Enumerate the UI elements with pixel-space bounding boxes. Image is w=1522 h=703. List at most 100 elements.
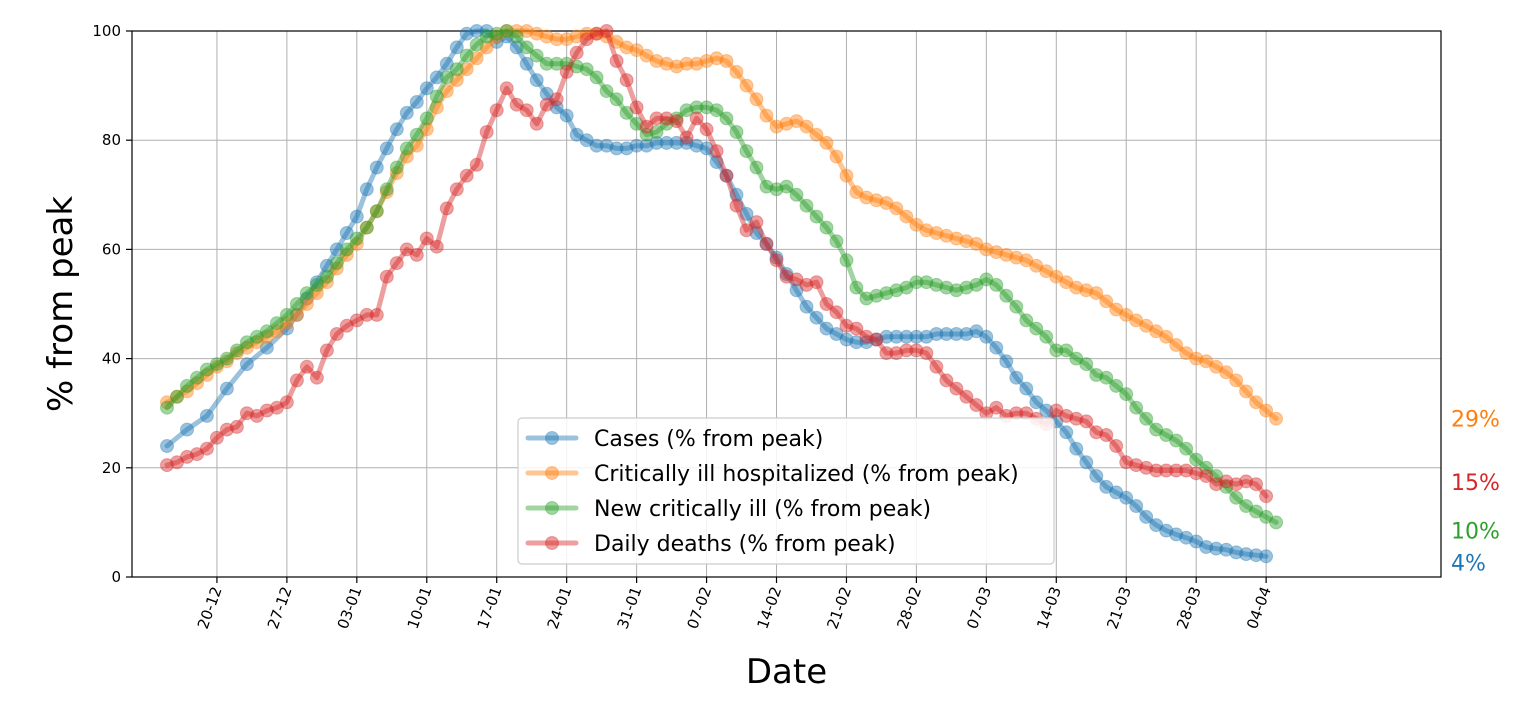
x-tick-label: 28-03 bbox=[1173, 584, 1205, 631]
data-point bbox=[1179, 346, 1194, 361]
data-point bbox=[229, 419, 244, 434]
data-point bbox=[519, 24, 534, 38]
data-point bbox=[549, 56, 564, 71]
y-axis-title: % from peak bbox=[41, 196, 81, 412]
data-point bbox=[719, 168, 734, 183]
data-point bbox=[779, 179, 794, 194]
data-point bbox=[569, 45, 584, 60]
data-point bbox=[1069, 280, 1084, 295]
data-point bbox=[999, 288, 1014, 303]
data-point bbox=[229, 346, 244, 361]
data-point bbox=[199, 441, 214, 456]
data-point bbox=[669, 135, 684, 150]
data-point bbox=[1239, 384, 1254, 399]
data-point bbox=[259, 324, 274, 339]
data-point bbox=[579, 133, 594, 148]
data-point bbox=[519, 56, 534, 71]
data-point bbox=[969, 277, 984, 292]
data-point bbox=[489, 34, 504, 49]
data-point bbox=[619, 73, 634, 88]
data-point bbox=[1109, 302, 1124, 317]
data-point bbox=[739, 144, 754, 159]
data-point bbox=[559, 108, 574, 123]
data-point bbox=[499, 81, 514, 96]
data-point bbox=[489, 103, 504, 118]
data-point bbox=[639, 138, 654, 153]
data-point bbox=[359, 220, 374, 235]
data-point bbox=[349, 231, 364, 246]
data-point bbox=[1099, 428, 1114, 442]
data-point bbox=[809, 310, 824, 325]
data-point bbox=[479, 24, 494, 38]
data-point bbox=[709, 103, 724, 118]
data-point bbox=[509, 97, 524, 112]
data-point bbox=[299, 359, 314, 374]
data-point bbox=[849, 335, 864, 350]
data-point bbox=[199, 368, 214, 382]
data-point bbox=[1019, 381, 1034, 396]
data-point bbox=[1209, 541, 1224, 556]
data-point bbox=[889, 283, 904, 298]
data-point bbox=[799, 277, 814, 292]
x-axis-title: Date bbox=[746, 652, 827, 692]
data-point bbox=[769, 182, 784, 197]
data-point bbox=[180, 449, 194, 464]
end-value-label: 4% bbox=[1451, 551, 1486, 576]
data-point bbox=[829, 149, 844, 164]
data-point bbox=[389, 166, 404, 180]
data-point bbox=[409, 127, 424, 142]
data-point bbox=[469, 51, 484, 66]
data-point bbox=[1239, 547, 1254, 562]
data-point bbox=[309, 370, 324, 385]
data-point bbox=[769, 253, 784, 268]
data-point bbox=[1149, 518, 1164, 533]
data-point bbox=[259, 329, 274, 344]
data-point bbox=[329, 261, 344, 276]
data-point bbox=[979, 329, 994, 344]
data-point bbox=[1199, 469, 1214, 483]
data-point bbox=[859, 335, 874, 350]
data-point bbox=[249, 335, 264, 350]
data-point bbox=[479, 40, 494, 55]
data-point bbox=[399, 149, 414, 164]
data-point bbox=[1159, 523, 1174, 538]
data-point bbox=[879, 329, 894, 344]
data-point bbox=[629, 116, 644, 131]
data-point bbox=[1219, 542, 1234, 557]
data-point bbox=[1179, 463, 1194, 478]
data-point bbox=[1189, 534, 1204, 549]
data-point bbox=[1089, 368, 1104, 382]
data-point bbox=[669, 114, 684, 129]
data-point bbox=[589, 70, 604, 85]
data-point bbox=[909, 343, 924, 358]
data-point bbox=[709, 51, 724, 66]
data-point bbox=[1109, 439, 1124, 453]
data-point bbox=[899, 343, 914, 358]
data-point bbox=[339, 318, 354, 333]
data-point bbox=[349, 209, 364, 224]
x-tick-label: 14-02 bbox=[753, 584, 785, 631]
data-point bbox=[1179, 441, 1194, 456]
data-point bbox=[479, 125, 494, 139]
data-point bbox=[269, 400, 284, 415]
data-point bbox=[649, 135, 664, 150]
data-point bbox=[689, 111, 704, 126]
data-point bbox=[839, 332, 854, 347]
data-point bbox=[389, 256, 404, 271]
data-point bbox=[389, 160, 404, 175]
data-point bbox=[579, 62, 594, 77]
legend-marker bbox=[545, 431, 559, 445]
data-point bbox=[539, 29, 554, 44]
data-point bbox=[829, 234, 844, 249]
data-point bbox=[190, 447, 204, 462]
data-point bbox=[589, 138, 604, 153]
data-point bbox=[1199, 540, 1214, 554]
data-point bbox=[399, 105, 414, 120]
data-point bbox=[1239, 474, 1254, 489]
data-point bbox=[1169, 463, 1184, 478]
data-point bbox=[1049, 269, 1064, 284]
data-point bbox=[329, 256, 344, 271]
data-point bbox=[629, 100, 644, 115]
data-point bbox=[569, 127, 584, 142]
data-point bbox=[919, 346, 934, 361]
